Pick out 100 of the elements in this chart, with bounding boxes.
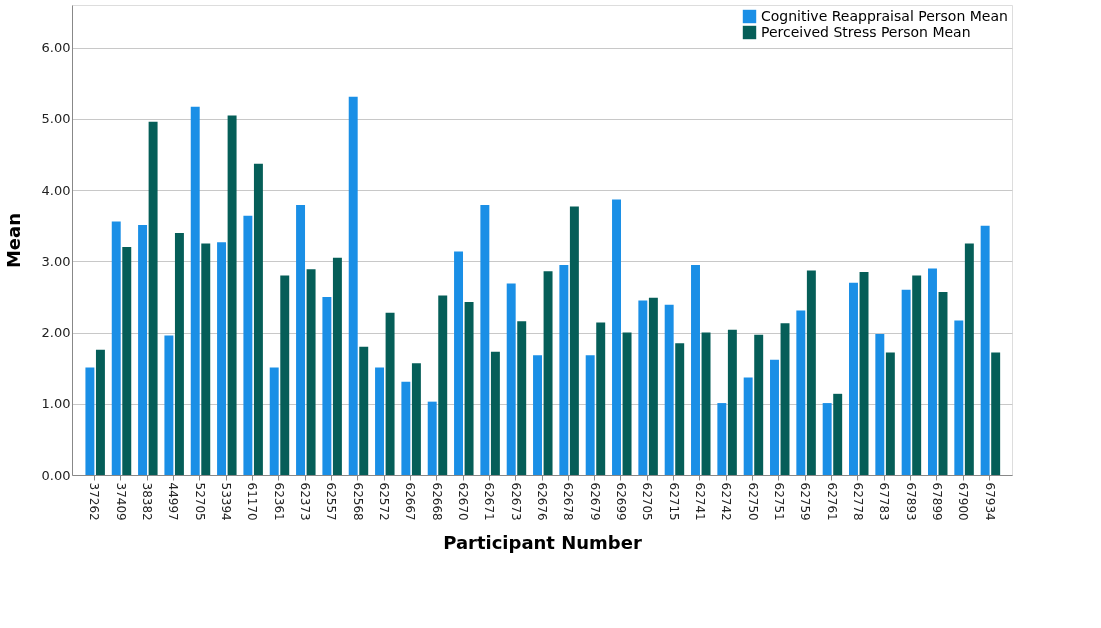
x-tick-label: 62705 (640, 482, 655, 521)
y-axis-title: Mean (2, 212, 24, 269)
bar (164, 335, 174, 475)
bar (438, 295, 448, 475)
x-tick-label: 62778 (850, 482, 865, 521)
bar (190, 106, 200, 475)
x-tick-label: 67899 (929, 482, 944, 521)
bar (122, 247, 132, 475)
bar (517, 321, 527, 475)
bar (991, 352, 1001, 475)
bar (95, 349, 105, 475)
x-tick-label: 67893 (903, 482, 918, 521)
bar (833, 393, 843, 475)
bar (964, 243, 974, 475)
x-tick-label: 62676 (535, 482, 549, 521)
x-tick-label: 62668 (429, 482, 444, 521)
bar (490, 351, 500, 475)
y-tick-label: 6.00 (41, 40, 71, 56)
legend-label: Perceived Stress Person Mean (761, 23, 971, 40)
y-tick-label: 0.00 (41, 467, 71, 483)
bar (596, 322, 606, 475)
bar (796, 310, 806, 475)
x-tick-label: 67934 (982, 482, 997, 521)
bar (138, 225, 148, 475)
x-tick-label: 61170 (245, 482, 260, 521)
bar (954, 320, 964, 475)
x-tick-label: 62361 (271, 482, 286, 521)
bar (348, 96, 358, 475)
x-tick-label: 44997 (166, 482, 181, 521)
x-tick-label: 62699 (613, 482, 628, 521)
bar (754, 334, 764, 475)
bar (148, 121, 158, 475)
bar (359, 346, 369, 475)
bar (675, 343, 685, 475)
bar (569, 206, 579, 475)
bar (427, 401, 437, 475)
x-tick-label: 67900 (956, 482, 971, 521)
bar (306, 269, 316, 475)
bar (174, 232, 184, 475)
x-tick-label: 62750 (745, 482, 760, 521)
bar (648, 297, 658, 475)
x-tick-label: 62557 (324, 482, 339, 521)
bar (533, 355, 542, 475)
bar (806, 270, 816, 475)
x-tick-label: 38382 (140, 482, 155, 521)
x-tick-label: 62667 (403, 482, 418, 521)
bar (664, 304, 674, 475)
bar (322, 296, 332, 475)
x-tick-label: 37262 (87, 482, 102, 521)
bar (559, 264, 569, 475)
bar (901, 289, 911, 475)
y-tick-label: 2.00 (41, 325, 71, 341)
bar (401, 381, 411, 475)
bar (691, 264, 700, 475)
x-tick-label: 53394 (219, 482, 234, 521)
bar (612, 199, 621, 475)
x-tick-label: 62761 (824, 482, 839, 521)
bar (464, 301, 474, 475)
x-tick-label: 62568 (350, 482, 365, 521)
bar (269, 367, 279, 475)
x-tick-label: 37409 (113, 482, 128, 521)
bar (717, 403, 727, 475)
bar (849, 282, 858, 475)
x-tick-label: 52705 (192, 482, 207, 521)
legend-label: Cognitive Reappraisal Person Mean (761, 7, 1008, 24)
x-tick-label: 62373 (298, 482, 313, 521)
bar (585, 355, 595, 475)
bar (296, 205, 306, 475)
x-tick-label: 62715 (666, 482, 681, 521)
bar (727, 329, 737, 475)
bar (227, 115, 237, 475)
bar (622, 332, 632, 475)
bar (411, 363, 421, 475)
bar (385, 312, 395, 475)
bar (253, 163, 263, 475)
x-tick-label: 62670 (456, 482, 471, 521)
bar (980, 225, 990, 475)
x-tick-label: 62759 (798, 482, 813, 521)
bar (280, 275, 290, 475)
x-tick-label: 62751 (771, 482, 786, 521)
bar (243, 215, 253, 475)
bar (638, 300, 648, 475)
x-tick-label: 62673 (508, 482, 523, 521)
bar (885, 352, 895, 475)
y-tick-label: 4.00 (41, 182, 71, 198)
y-tick-label: 1.00 (41, 396, 71, 412)
x-axis-title: Participant Number (443, 531, 642, 553)
bar (912, 275, 922, 475)
x-tick-label: 67783 (877, 482, 892, 521)
x-tick-label: 62742 (719, 482, 734, 521)
y-tick-label: 3.00 (41, 253, 71, 269)
bar (743, 377, 753, 475)
x-tick-label: 62679 (587, 482, 602, 521)
x-tick-label: 62572 (377, 482, 392, 521)
x-tick-label: 62671 (482, 482, 497, 521)
bar (701, 332, 711, 475)
bar (111, 221, 121, 475)
y-tick-label: 5.00 (41, 111, 71, 127)
bar (480, 205, 490, 475)
bar (332, 257, 342, 475)
